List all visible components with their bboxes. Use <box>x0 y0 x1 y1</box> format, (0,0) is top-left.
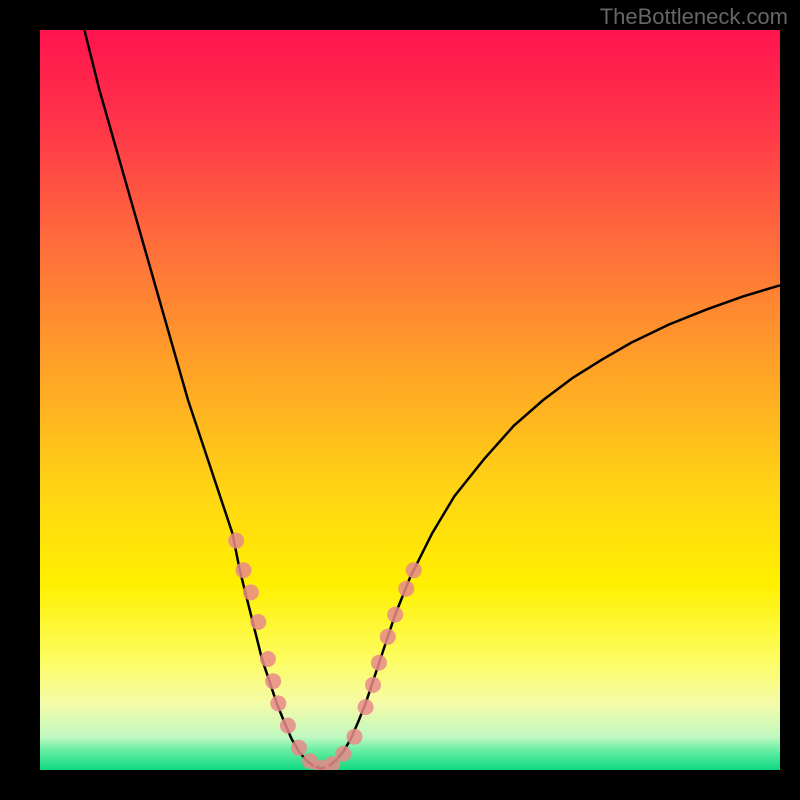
curve-marker <box>335 746 351 762</box>
watermark-text: TheBottleneck.com <box>600 4 788 30</box>
curve-marker <box>380 629 396 645</box>
curve-marker <box>270 695 286 711</box>
curve-marker <box>398 581 414 597</box>
chart-svg <box>40 30 780 770</box>
curve-marker <box>265 673 281 689</box>
curve-markers-group <box>228 533 422 770</box>
curve-marker <box>250 614 266 630</box>
curve-marker <box>387 607 403 623</box>
curve-marker <box>365 677 381 693</box>
curve-marker <box>280 718 296 734</box>
curve-marker <box>228 533 244 549</box>
curve-marker <box>358 699 374 715</box>
curve-marker <box>291 740 307 756</box>
curve-marker <box>347 729 363 745</box>
curve-marker <box>406 562 422 578</box>
curve-marker <box>371 655 387 671</box>
curve-marker <box>236 562 252 578</box>
curve-marker <box>260 651 276 667</box>
chart-plot-area <box>40 30 780 770</box>
curve-marker <box>243 584 259 600</box>
bottleneck-curve <box>84 30 780 769</box>
